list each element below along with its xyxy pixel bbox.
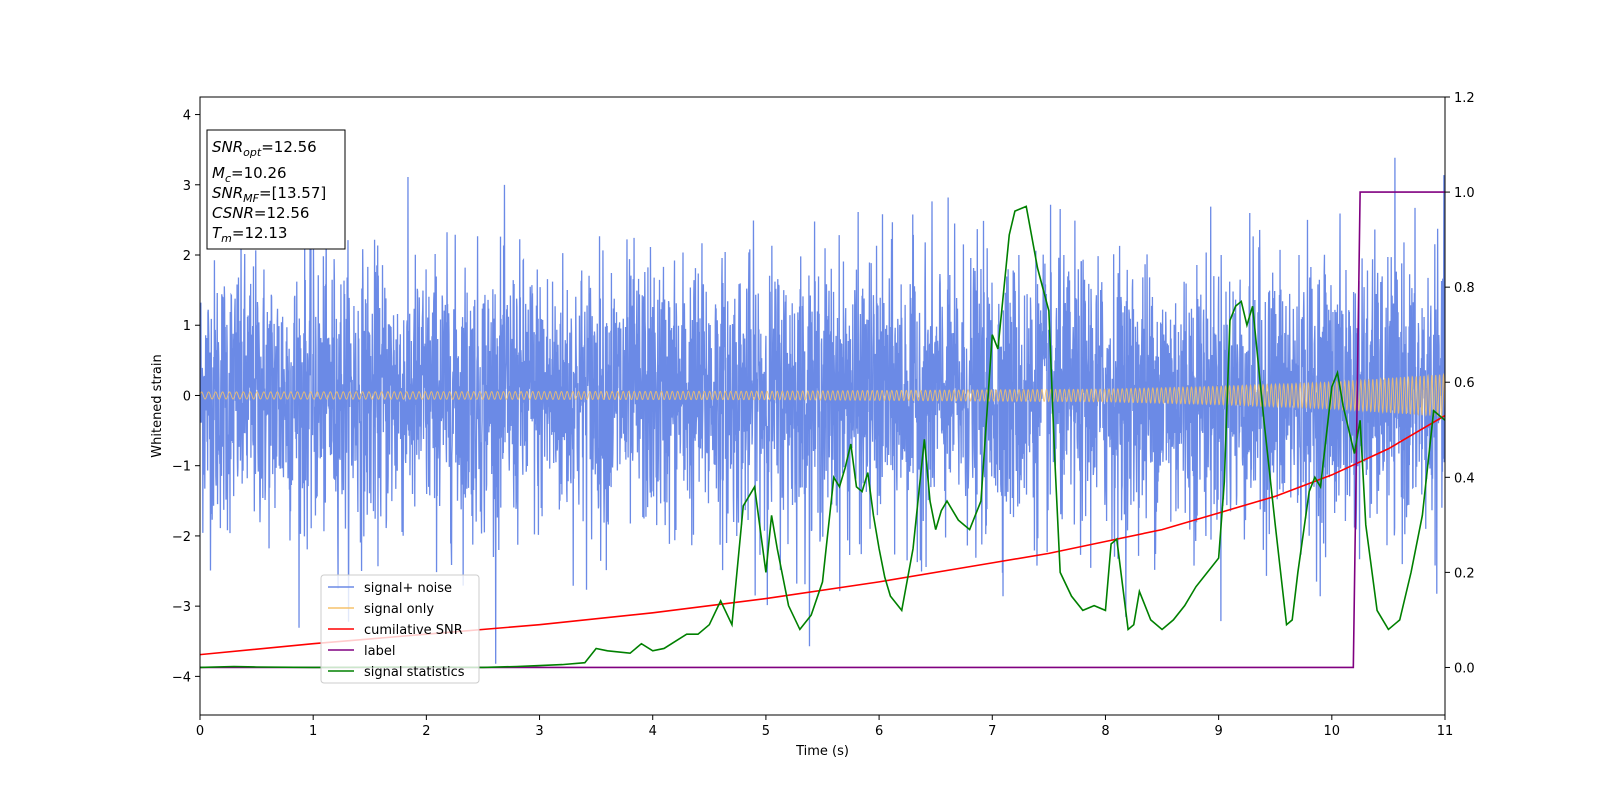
info-box-line: SNRopt=12.56 [212,138,317,159]
right-axis-series [200,191,1445,669]
y-tick-label: 0 [183,389,191,404]
info-box: SNRopt=12.56 Mc=10.26SNRMF=[13.57]CSNR=12… [206,129,346,250]
label-line [200,191,1445,669]
y2-tick-label: 0.6 [1454,376,1475,391]
info-box-line: SNRMF=[13.57] [212,184,326,205]
legend-label: signal statistics [364,665,465,680]
legend-label: signal only [364,602,434,617]
y-tick-label: 1 [183,319,191,334]
y-tick-label: −1 [172,460,191,475]
x-tick-label: 2 [422,724,430,739]
y2-tick-label: 0.8 [1454,281,1475,296]
legend: signal+ noise signal only cumilative SNR la… [320,574,480,684]
y-axis-right: 0.0 0.2 0.4 0.6 0.8 1.0 1.2 [1445,91,1475,676]
y-axis-label: Whitened strain [150,354,165,457]
y-tick-label: −2 [172,530,191,545]
x-tick-label: 9 [1214,724,1222,739]
legend-frame [320,574,480,684]
signal-noise-line [200,157,1445,664]
legend-label: signal+ noise [364,581,452,596]
y-tick-label: −3 [172,600,191,615]
x-axis: 0 1 2 3 4 5 6 7 8 9 10 11 [196,715,1453,739]
y2-tick-label: 0.0 [1454,661,1475,676]
legend-label: label [364,644,395,659]
signal-only-line [200,372,1445,418]
y2-tick-label: 0.2 [1454,566,1475,581]
x-tick-label: 4 [649,724,657,739]
info-box-line: Tm=12.13 [212,224,287,245]
signal-noise-series [200,157,1445,664]
cumilative-snr-line [200,414,1445,656]
info-box-frame [206,129,346,250]
info-box-line: CSNR=12.56 [212,204,309,222]
x-tick-label: 1 [309,724,317,739]
y2-tick-label: 1.0 [1454,186,1475,201]
x-tick-label: 7 [988,724,996,739]
x-tick-label: 8 [1101,724,1109,739]
plot-frame [199,96,1446,716]
y-tick-label: −4 [172,670,191,685]
y2-tick-label: 1.2 [1454,91,1475,106]
y-axis-left: −4 −3 −2 −1 0 1 2 3 4 [172,109,200,685]
signal-statistics-line [200,205,1445,669]
x-tick-label: 10 [1324,724,1341,739]
y-tick-label: 2 [183,249,191,264]
legend-label: cumilative SNR [364,623,463,638]
x-tick-label: 11 [1437,724,1454,739]
x-tick-label: 3 [535,724,543,739]
y-tick-label: 4 [183,109,191,124]
y-tick-label: 3 [183,179,191,194]
info-box-line: Mc=10.26 [212,164,287,185]
x-tick-label: 0 [196,724,204,739]
y2-tick-label: 0.4 [1454,471,1475,486]
x-tick-label: 5 [762,724,770,739]
x-tick-label: 6 [875,724,883,739]
signal-only-series [200,372,1445,418]
x-axis-label: Time (s) [795,744,849,759]
